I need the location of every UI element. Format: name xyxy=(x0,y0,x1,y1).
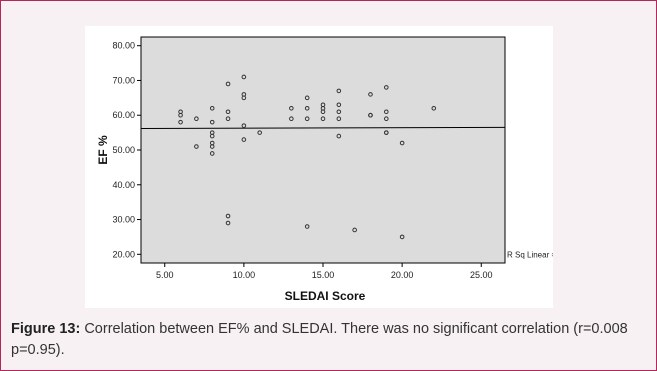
data-point xyxy=(225,213,231,219)
data-point xyxy=(368,112,373,118)
data-point xyxy=(384,85,389,90)
y-axis: 20.00 30.00 40.00 50.00 60.00 70.00 80.00 xyxy=(112,41,141,259)
x-axis: 5.00 10.00 15.00 20.00 25.00 xyxy=(156,263,493,280)
data-point xyxy=(352,227,357,233)
y-tick-label: 50.00 xyxy=(112,145,135,155)
y-tick-label: 40.00 xyxy=(112,180,135,190)
data-point xyxy=(336,88,342,94)
y-tick-label: 30.00 xyxy=(112,215,135,225)
x-tick-label: 10.00 xyxy=(233,270,256,280)
data-point xyxy=(225,116,231,122)
data-point xyxy=(336,133,342,139)
data-point xyxy=(209,151,215,156)
figure-caption-text: Correlation between EF% and SLEDAI. Ther… xyxy=(11,321,628,358)
data-point xyxy=(194,116,199,122)
x-tick-label: 15.00 xyxy=(312,270,335,280)
data-point xyxy=(241,137,247,142)
r-squared-annotation: R Sq Linear = 6.513E-5 xyxy=(507,250,553,259)
data-point xyxy=(304,105,310,111)
data-point xyxy=(178,119,183,125)
data-point xyxy=(225,109,231,115)
data-point xyxy=(194,144,199,149)
data-point xyxy=(384,130,389,135)
data-point xyxy=(209,119,215,125)
data-point xyxy=(289,116,294,122)
x-tick-label: 5.00 xyxy=(156,270,174,280)
data-point xyxy=(178,112,183,118)
data-point xyxy=(225,220,231,226)
x-tick-label: 25.00 xyxy=(470,270,493,280)
data-point xyxy=(241,74,247,80)
y-tick-label: 60.00 xyxy=(112,110,135,120)
data-point xyxy=(320,109,326,115)
plot-background xyxy=(140,36,506,264)
data-point xyxy=(336,116,342,122)
x-axis-label: SLEDAI Score xyxy=(285,289,366,303)
y-axis-label: EF % xyxy=(96,135,110,165)
data-points xyxy=(178,74,437,240)
data-point xyxy=(336,102,342,108)
data-point xyxy=(241,123,247,128)
data-point xyxy=(304,95,310,101)
data-point xyxy=(257,130,262,135)
data-point xyxy=(241,95,247,101)
x-tick-label: 20.00 xyxy=(391,270,414,280)
scatter-chart: 5.00 10.00 15.00 20.00 25.00 20.00 30.00 40.00… xyxy=(96,36,553,303)
data-point xyxy=(384,116,389,122)
data-point xyxy=(320,116,326,122)
data-point xyxy=(336,109,342,115)
data-point xyxy=(399,234,405,240)
data-point xyxy=(209,105,215,111)
data-point xyxy=(304,224,310,229)
data-point xyxy=(384,109,389,115)
y-tick-label: 70.00 xyxy=(112,75,135,85)
figure-caption-label: Figure 13: xyxy=(11,321,81,337)
chart-area: 5.00 10.00 15.00 20.00 25.00 20.00 30.00 40.00… xyxy=(85,26,553,308)
data-point xyxy=(225,81,231,87)
data-point xyxy=(399,140,405,146)
data-point xyxy=(209,144,215,149)
data-point xyxy=(368,92,373,97)
data-point xyxy=(209,133,215,139)
figure-caption: Figure 13: Correlation between EF% and S… xyxy=(11,319,647,361)
y-tick-label: 20.00 xyxy=(112,249,135,259)
data-point xyxy=(431,105,437,111)
data-point xyxy=(304,116,310,122)
data-point xyxy=(289,105,294,111)
fit-line xyxy=(140,126,506,129)
y-tick-label: 80.00 xyxy=(112,41,135,51)
